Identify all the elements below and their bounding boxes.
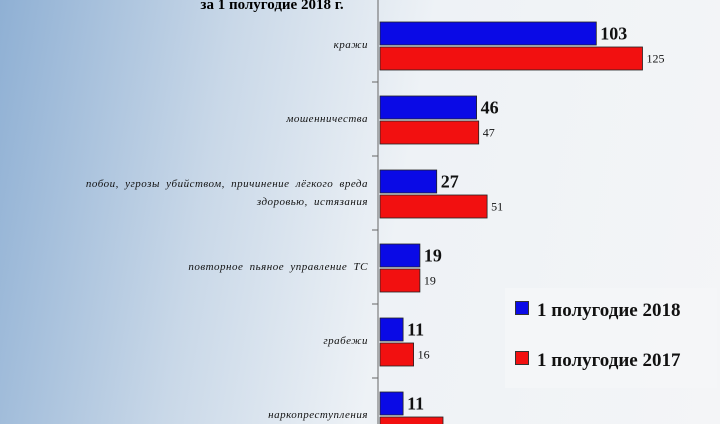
bar	[379, 120, 480, 145]
value-label: 27	[441, 172, 459, 192]
bar	[379, 317, 404, 342]
legend-swatch	[515, 351, 529, 365]
bar	[379, 268, 421, 293]
value-label: 11	[407, 320, 424, 340]
legend-swatch	[515, 301, 529, 315]
bar	[379, 21, 597, 46]
category-label: повторное пьяное управление ТС	[188, 261, 368, 273]
bar	[379, 416, 444, 424]
value-label: 16	[418, 348, 430, 362]
value-label: 125	[647, 52, 665, 66]
legend-item: 1 полугодие 2018	[515, 300, 680, 322]
bar	[379, 46, 643, 71]
legend-item: 1 полугодие 2017	[515, 350, 680, 372]
value-label: 47	[483, 126, 495, 140]
value-label: 19	[424, 246, 442, 266]
value-label: 46	[481, 98, 499, 118]
value-label: 11	[407, 394, 424, 414]
chart-title: за 1 полугодие 2018 г.	[200, 0, 343, 13]
category-label: наркопреступления	[268, 409, 368, 421]
category-label: кражи	[333, 39, 368, 51]
legend-label: 1 полугодие 2017	[537, 350, 681, 371]
value-label: 19	[424, 274, 436, 288]
bar	[379, 342, 414, 367]
value-label: 103	[600, 24, 627, 44]
bar	[379, 243, 421, 268]
legend: 1 полугодие 2018 1 полугодие 2017	[505, 288, 717, 388]
value-label: 51	[491, 200, 503, 214]
value-label: 30	[447, 422, 459, 424]
bar	[379, 95, 477, 120]
bar	[379, 169, 438, 194]
legend-label: 1 полугодие 2018	[537, 300, 681, 321]
bar	[379, 391, 404, 416]
bar	[379, 194, 488, 219]
category-label: грабежи	[323, 335, 368, 347]
category-label: побои, угрозы убийством, причинение лёгк…	[85, 178, 368, 208]
category-label: мошенничества	[286, 113, 368, 125]
